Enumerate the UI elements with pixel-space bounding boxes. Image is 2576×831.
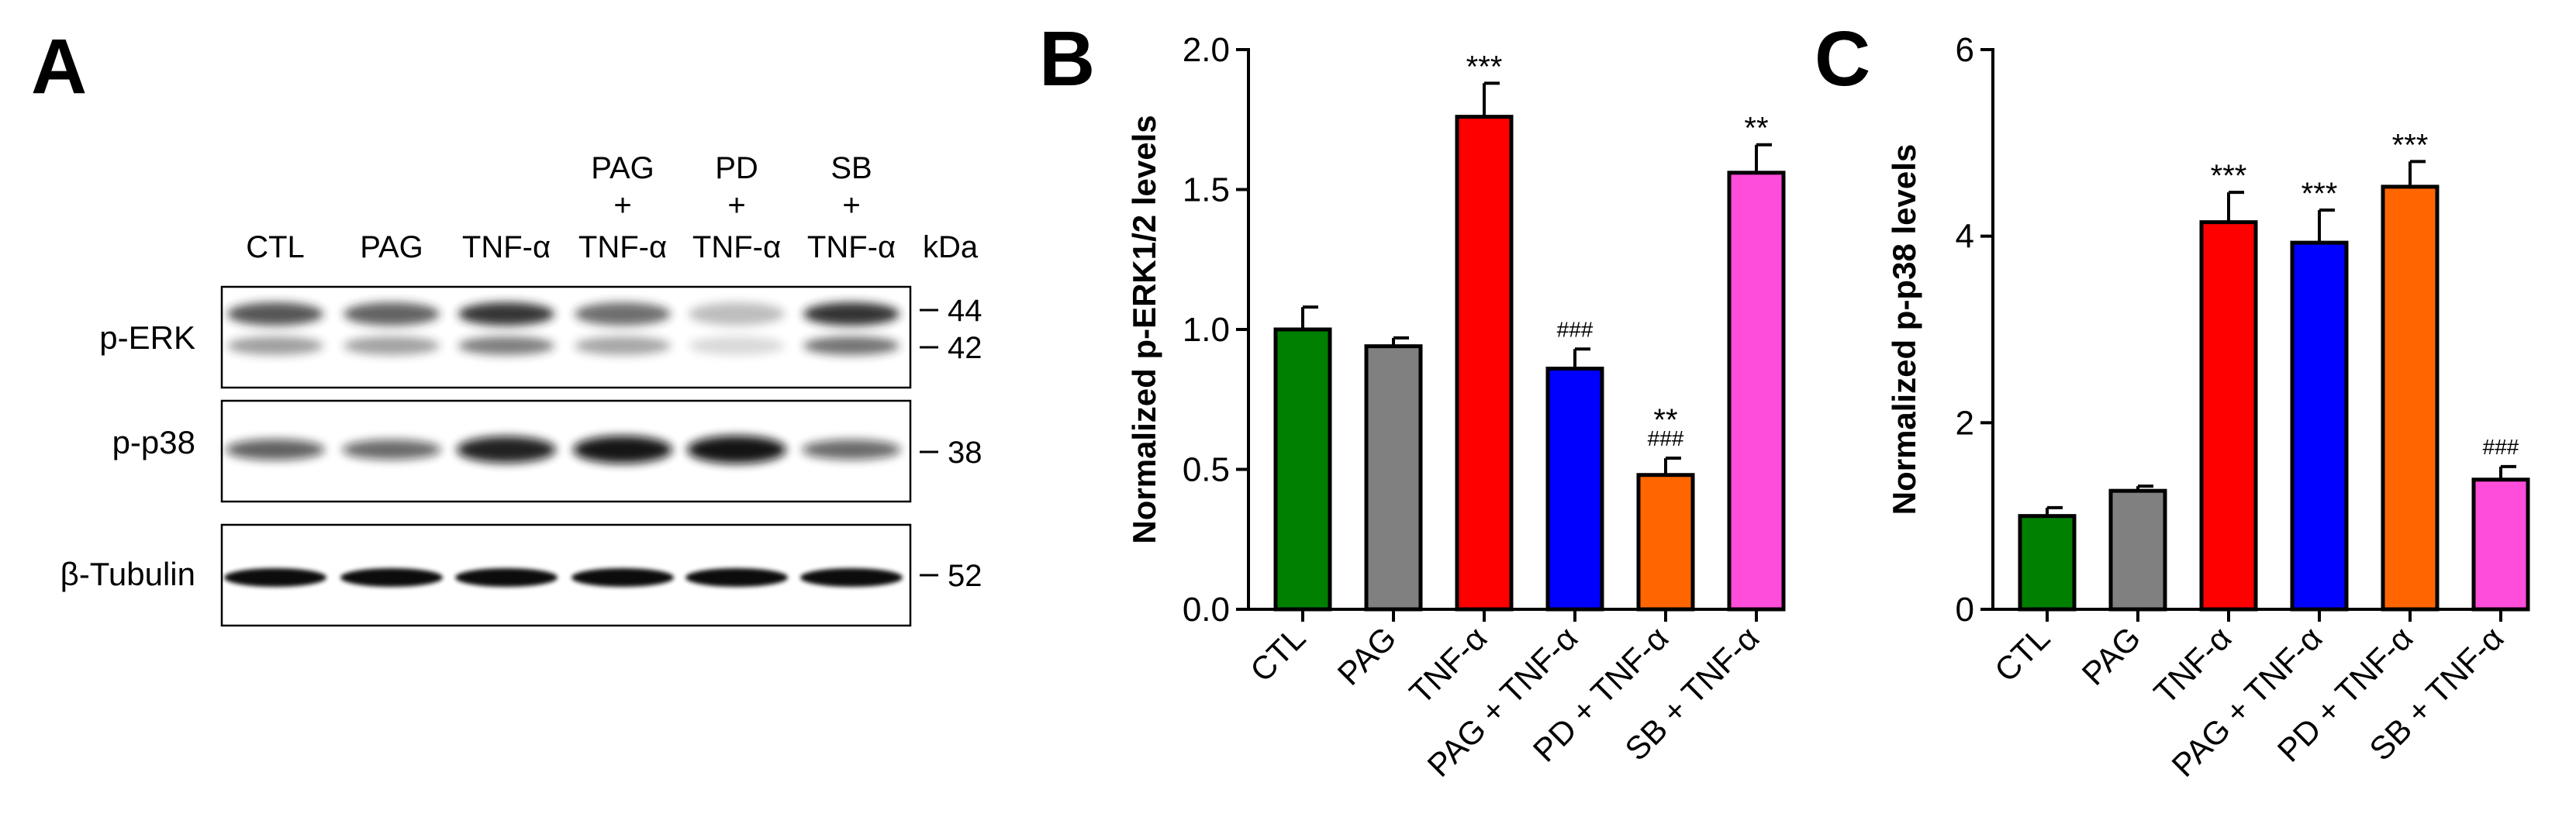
significance-hash: ###: [2483, 435, 2519, 459]
panel-c-label: C: [1815, 16, 1870, 102]
band-b-tubulin-lane-6: [800, 568, 903, 587]
bar-3: [1455, 115, 1514, 612]
blot-box-p-erk: [220, 285, 912, 389]
marker-label-52: 52: [948, 559, 982, 593]
band-p-p38-lane-3: [457, 436, 556, 464]
y-tick-label: 1.5: [1183, 171, 1230, 209]
band-p-p38-lane-4: [573, 436, 672, 464]
chart-p-erk: Normalized p-ERK1/2 levels 0.0 0.5 1.0 1.5 2.…: [1126, 31, 1786, 784]
band-p-p38-lane-5: [687, 436, 786, 464]
significance-stars: ***: [2211, 159, 2247, 193]
band-p-erk-42-lane-3: [458, 336, 554, 355]
significance-stars: **: [1744, 112, 1768, 146]
marker-label-44: 44: [948, 294, 982, 328]
blot-box-p-p38: [220, 399, 912, 503]
lane-header-5-line3: TNF-α: [692, 230, 781, 264]
y-axis-title: Normalized p-p38 levels: [1886, 144, 1922, 515]
y-axis-title: Normalized p-ERK1/2 levels: [1126, 115, 1162, 543]
band-p-erk-44-lane-2: [344, 302, 440, 326]
y-tick-label: 2: [1956, 404, 1974, 442]
bar-5: [2381, 184, 2440, 612]
blot-bands: [224, 302, 903, 587]
band-b-tubulin-lane-4: [571, 568, 674, 587]
panel-a-label: A: [31, 23, 87, 110]
lane-header-6-line2: +: [842, 188, 860, 222]
panel-b-label: B: [1039, 16, 1095, 102]
y-tick-label: 0.0: [1183, 591, 1230, 629]
lane-header-4-line3: TNF-α: [578, 230, 667, 264]
y-tick-label: 6: [1956, 31, 1974, 69]
bar-2: [2108, 488, 2167, 612]
lane-header-2-line3: PAG: [360, 230, 423, 264]
significance-stars: ***: [2392, 128, 2429, 162]
significance-stars: ***: [1466, 50, 1503, 84]
band-p-p38-lane-2: [342, 440, 441, 460]
y-tick-label: 0.5: [1183, 451, 1230, 489]
x-tick-label: CTL: [1243, 619, 1312, 688]
blot-box-b-tubulin: [220, 523, 912, 627]
kda-label: kDa: [923, 230, 979, 264]
band-b-tubulin-lane-3: [455, 568, 558, 587]
band-p-erk-42-lane-6: [803, 336, 900, 355]
band-p-erk-44-lane-6: [803, 302, 900, 326]
significance-hash: ###: [1557, 317, 1594, 341]
bar-2: [1364, 344, 1423, 612]
y-tick-label: 0: [1956, 591, 1974, 629]
lane-header-3-line3: TNF-α: [462, 230, 551, 264]
lane-header-4-line2: +: [613, 188, 631, 222]
band-b-tubulin-lane-5: [685, 568, 788, 587]
significance-stars: ***: [2301, 177, 2338, 211]
row-label-p-p38: p-p38: [112, 424, 195, 460]
bar-6: [1727, 171, 1786, 612]
y-tick-label: 2.0: [1183, 31, 1230, 69]
bar-5: [1636, 473, 1695, 612]
x-tick-label: PAG: [2075, 619, 2148, 692]
y-tick-label: 4: [1956, 218, 1974, 256]
x-tick-label: PAG: [1331, 619, 1404, 692]
bar-4: [1545, 367, 1604, 612]
lane-header-5-line1: PD: [715, 151, 758, 185]
marker-label-42: 42: [948, 331, 982, 365]
band-p-erk-44-lane-4: [575, 302, 671, 326]
bar-4: [2290, 240, 2349, 612]
band-p-erk-42-lane-5: [689, 336, 785, 355]
band-p-erk-44-lane-5: [689, 302, 785, 326]
lane-header-6-line1: SB: [830, 151, 872, 185]
bar-1: [1273, 327, 1332, 612]
row-label-b-tubulin: β-Tubulin: [60, 556, 195, 592]
row-label-p-erk: p-ERK: [99, 319, 195, 356]
marker-label-38: 38: [948, 436, 982, 470]
x-tick-label: CTL: [1987, 619, 2056, 688]
band-p-erk-42-lane-4: [575, 336, 671, 355]
band-b-tubulin-lane-2: [340, 568, 443, 587]
band-p-p38-lane-1: [226, 439, 325, 460]
band-p-erk-42-lane-2: [344, 336, 440, 355]
y-tick-label: 1.0: [1183, 311, 1230, 349]
band-p-erk-44-lane-1: [227, 302, 323, 326]
lane-header-5-line2: +: [727, 188, 745, 222]
bar-6: [2471, 478, 2530, 612]
bar-1: [2018, 514, 2077, 612]
band-p-p38-lane-6: [802, 440, 901, 460]
lane-header-6-line3: TNF-α: [807, 230, 896, 264]
significance-hash: ###: [1648, 426, 1684, 450]
band-p-erk-42-lane-1: [227, 336, 323, 355]
bar-3: [2199, 220, 2258, 612]
lane-header-1-line3: CTL: [246, 230, 305, 264]
band-b-tubulin-lane-1: [224, 568, 326, 587]
lane-header-4-line1: PAG: [591, 151, 654, 185]
band-p-erk-44-lane-3: [458, 302, 554, 326]
significance-stars: **: [1653, 403, 1677, 437]
